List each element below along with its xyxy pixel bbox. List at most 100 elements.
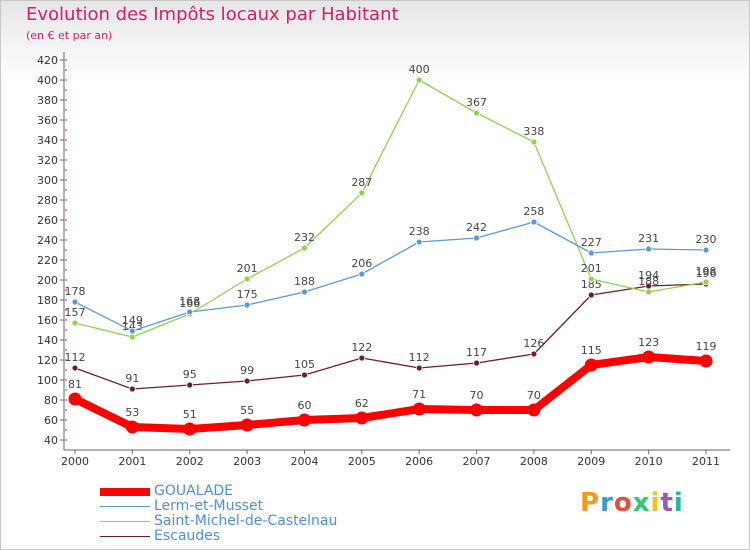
data-label: 258 — [523, 205, 544, 218]
data-label: 71 — [412, 388, 426, 401]
legend-label: Escaudes — [154, 528, 221, 544]
data-label: 185 — [581, 278, 602, 291]
x-tick-label: 2005 — [348, 455, 376, 468]
x-tick-label: 2007 — [463, 455, 491, 468]
data-point — [125, 420, 139, 434]
data-label: 188 — [638, 275, 659, 288]
data-point — [587, 275, 595, 283]
data-label: 230 — [696, 233, 717, 246]
data-label: 115 — [581, 344, 602, 357]
x-tick-label: 2006 — [405, 455, 433, 468]
x-tick-label: 2003 — [233, 455, 261, 468]
series-goualade: 81 53 51 55 60 62 71 70 70 115 123 119 — [68, 336, 717, 436]
data-point — [702, 246, 710, 254]
data-point — [71, 319, 79, 327]
x-tick-label: 2010 — [635, 455, 663, 468]
x-tick-label: 2009 — [577, 455, 605, 468]
data-point — [587, 291, 595, 299]
data-label: 55 — [240, 404, 254, 417]
y-tick-label: 360 — [37, 114, 58, 127]
data-point — [358, 270, 366, 278]
x-tick-label: 2002 — [176, 455, 204, 468]
data-point — [530, 138, 538, 146]
data-label: 81 — [68, 378, 82, 391]
data-label: 123 — [638, 336, 659, 349]
data-label: 198 — [696, 265, 717, 278]
x-tick-label: 2011 — [692, 455, 720, 468]
data-label: 188 — [294, 275, 315, 288]
x-tick-label: 2000 — [61, 455, 89, 468]
data-label: 201 — [581, 262, 602, 275]
y-tick-label: 200 — [37, 274, 58, 287]
data-point — [301, 244, 308, 252]
y-tick-label: 260 — [37, 214, 58, 227]
data-label: 112 — [409, 351, 430, 364]
data-label: 168 — [179, 295, 200, 308]
data-label: 367 — [466, 96, 487, 109]
data-point — [128, 385, 136, 393]
data-point — [415, 364, 423, 372]
series-escaudes: 112 91 95 99 105 122 112 117 126 185 194 196 — [65, 267, 717, 393]
chart-subtitle: (en € et par an) — [26, 29, 113, 42]
data-label: 95 — [183, 368, 197, 381]
data-point — [183, 422, 197, 436]
data-label: 105 — [294, 358, 315, 371]
series-line — [74, 79, 707, 338]
data-label: 157 — [65, 306, 86, 319]
data-point — [527, 403, 541, 417]
series-line — [74, 221, 707, 332]
series-lerm-et-musset: 178 149 168 175 188 206 238 242 258 227 231 230 — [65, 205, 717, 335]
data-label: 166 — [179, 297, 200, 310]
legend-swatch — [100, 488, 150, 496]
logo-letter: i — [650, 488, 661, 518]
data-label: 112 — [65, 351, 86, 364]
data-point — [473, 234, 480, 242]
data-point — [243, 377, 251, 385]
chart-title: Evolution des Impôts locaux par Habitant — [26, 4, 399, 25]
y-tick-label: 180 — [37, 294, 58, 307]
x-tick-label: 2001 — [118, 455, 146, 468]
x-tick-label: 2004 — [290, 455, 318, 468]
data-label: 99 — [240, 364, 254, 377]
data-point — [645, 288, 653, 296]
y-tick-label: 420 — [37, 54, 58, 67]
data-label: 62 — [355, 397, 369, 410]
legend-label: Lerm-et-Musset — [154, 498, 264, 514]
logo-letter: P — [580, 488, 601, 518]
data-point — [128, 333, 136, 341]
data-point — [530, 218, 538, 226]
data-label: 51 — [183, 408, 197, 421]
legend-label: GOUALADE — [154, 483, 234, 499]
y-tick-label: 340 — [37, 134, 58, 147]
data-point — [358, 189, 366, 197]
data-point — [415, 76, 423, 84]
data-label: 196 — [696, 267, 717, 280]
data-label: 70 — [470, 389, 484, 402]
y-tick-label: 280 — [37, 194, 58, 207]
y-tick-label: 80 — [44, 394, 58, 407]
data-point — [128, 327, 136, 335]
data-label: 201 — [237, 262, 258, 275]
logo-letter: o — [613, 488, 633, 518]
data-label: 231 — [638, 232, 659, 245]
logo-letter: t — [660, 488, 674, 518]
data-label: 91 — [125, 372, 139, 385]
data-point — [699, 354, 713, 368]
y-tick-label: 380 — [37, 94, 58, 107]
data-point — [186, 381, 194, 389]
data-point — [71, 364, 79, 372]
y-tick-label: 400 — [37, 74, 58, 87]
y-tick-label: 140 — [37, 334, 58, 347]
logo-letter: x — [632, 488, 651, 518]
data-point — [355, 411, 369, 425]
data-point — [530, 350, 538, 358]
data-point — [587, 249, 595, 257]
y-tick-label: 60 — [44, 414, 58, 427]
data-point — [415, 238, 423, 246]
y-tick-label: 300 — [37, 174, 58, 187]
y-tick-label: 220 — [37, 254, 58, 267]
data-label: 119 — [696, 340, 717, 353]
